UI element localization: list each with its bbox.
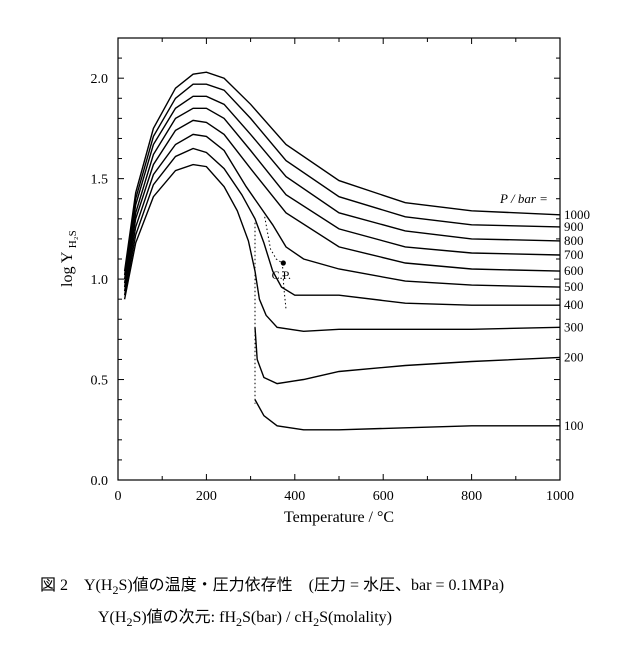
x-tick-label: 200: [196, 489, 217, 504]
isobar-curve: [125, 134, 560, 291]
critical-point-label: C.P.: [272, 268, 291, 282]
caption-line-2: Y(H2S)値の次元: fH2S(bar) / cH2S(molality): [40, 602, 600, 634]
caption-text: S)値の次元: fH: [132, 609, 236, 626]
x-tick-label: 600: [373, 489, 394, 504]
isobar-curve: [125, 72, 560, 271]
series-label: 800: [564, 233, 584, 248]
isobar-curve: [125, 149, 560, 306]
y-tick-label: 0.5: [91, 374, 109, 389]
caption-text: S(molality): [319, 609, 392, 626]
series-label: 100: [564, 418, 584, 433]
series-label: 200: [564, 349, 584, 364]
isobar-curve: [125, 96, 560, 279]
series-label: 500: [564, 279, 584, 294]
y-tick-label: 1.5: [91, 173, 109, 188]
series-label: 900: [564, 219, 584, 234]
x-axis-title: Temperature / °C: [284, 509, 394, 526]
caption-text: S)値の温度・圧力依存性 (圧力 = 水圧、bar = 0.1MPa): [118, 577, 504, 594]
isobar-curve: [125, 120, 560, 287]
caption-text: Y(H: [98, 609, 126, 626]
caption-text: S(bar) / cH: [242, 609, 313, 626]
x-tick-label: 0: [115, 489, 122, 504]
critical-point-marker: [281, 260, 286, 265]
isobar-curve: [255, 400, 560, 430]
series-label: 700: [564, 247, 584, 262]
pressure-header: P / bar =: [499, 191, 548, 206]
x-tick-label: 800: [461, 489, 482, 504]
figure-caption: 図 2 Y(H2S)値の温度・圧力依存性 (圧力 = 水圧、bar = 0.1M…: [40, 570, 600, 634]
y-axis-title: log Y H₂S: [59, 230, 79, 287]
series-label: 400: [564, 297, 584, 312]
x-tick-label: 400: [284, 489, 305, 504]
isobar-curve: [125, 108, 560, 283]
caption-line-1: 図 2 Y(H2S)値の温度・圧力依存性 (圧力 = 水圧、bar = 0.1M…: [40, 570, 600, 602]
y-tick-label: 2.0: [91, 72, 109, 87]
isobar-curve: [255, 327, 560, 383]
chart-area: 0 200 400 600 800 1000 0.0 0.5 1.0 1.5 2.0 Temperat…: [50, 20, 590, 540]
x-tick-label: 1000: [546, 489, 574, 504]
page: 0 200 400 600 800 1000 0.0 0.5 1.0 1.5 2.0 Temperat…: [0, 0, 638, 672]
series-label: 600: [564, 263, 584, 278]
y-tick-label: 1.0: [91, 273, 109, 288]
y-tick-label: 0.0: [91, 474, 109, 489]
isobar-curve: [125, 84, 560, 275]
caption-text: 図 2 Y(H: [40, 577, 112, 594]
chart-svg: 0 200 400 600 800 1000 0.0 0.5 1.0 1.5 2.0 Temperat…: [50, 20, 590, 540]
series-label: 300: [564, 319, 584, 334]
